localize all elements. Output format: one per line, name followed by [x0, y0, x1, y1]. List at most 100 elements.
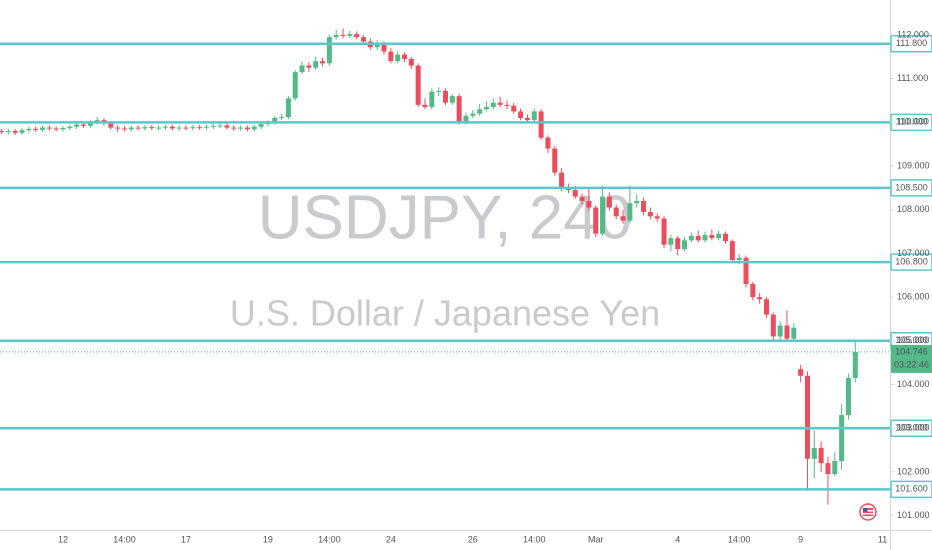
candle-body: [716, 233, 722, 239]
candle-body: [169, 126, 175, 129]
candle-body: [634, 200, 640, 204]
candle-body: [12, 131, 18, 133]
candle-body: [825, 463, 831, 475]
candle-body: [791, 327, 797, 339]
y-tick-label: 103.000: [897, 423, 930, 433]
y-tick-label: 102.000: [897, 466, 930, 476]
candle-body: [395, 54, 401, 62]
candle-body: [845, 377, 851, 416]
candle-body: [723, 233, 729, 242]
candle-body: [210, 125, 216, 127]
y-tick-label: 104.000: [897, 379, 930, 389]
candle-body: [26, 128, 32, 131]
overlays: 111.800 110.000 108.500 106.800 105.000 103.0…: [0, 34, 932, 499]
candle-body: [736, 257, 742, 260]
candle-body: [197, 127, 203, 129]
candle-body: [40, 127, 46, 130]
candle-body: [490, 102, 496, 108]
x-tick-label: 14:00: [523, 534, 546, 544]
candle-body: [804, 375, 810, 459]
candle-body: [80, 124, 86, 126]
candle-body: [53, 128, 59, 130]
candle-body: [600, 196, 606, 234]
candle-body: [524, 117, 530, 121]
candle-body: [511, 105, 517, 112]
level-label: 108.500: [895, 182, 928, 192]
candle-body: [702, 235, 708, 241]
last-price-label: 104.746: [895, 346, 928, 356]
candle-body: [852, 351, 858, 378]
flag-icon: [859, 503, 877, 521]
candle-body: [811, 447, 817, 459]
candle-body: [695, 235, 701, 241]
x-tick-label: 26: [468, 534, 478, 544]
candle-body: [60, 128, 66, 130]
x-tick-label: 4: [675, 534, 680, 544]
candle-body: [258, 124, 264, 127]
x-tick-label: 14:00: [318, 534, 341, 544]
watermark-description: U.S. Dollar / Japanese Yen: [230, 293, 660, 334]
candle-body: [743, 257, 749, 285]
candle-body: [381, 43, 387, 52]
level-label: 106.800: [895, 257, 928, 267]
candle-body: [668, 238, 674, 245]
x-tick-label: 14:00: [728, 534, 751, 544]
candle-body: [320, 61, 326, 64]
candle-body: [135, 127, 141, 129]
candles: [0, 28, 858, 505]
candle-body: [654, 216, 660, 219]
candle-body: [251, 126, 257, 130]
candle-body: [463, 115, 469, 123]
candle-body: [627, 203, 633, 221]
level-label: 111.800: [896, 38, 927, 48]
candle-body: [299, 65, 305, 73]
x-tick-label: 19: [263, 534, 273, 544]
countdown-label: 03:22:46: [894, 359, 929, 369]
candle-body: [374, 43, 380, 48]
candle-body: [593, 207, 599, 234]
candle-body: [354, 34, 360, 38]
candle-body: [244, 127, 250, 130]
y-tick-label: 109.000: [897, 160, 930, 170]
candle-body: [620, 216, 626, 221]
x-tick-label: 14:00: [113, 534, 136, 544]
candle-body: [818, 447, 824, 464]
candle-body: [408, 58, 414, 66]
candle-body: [108, 123, 114, 128]
candle-body: [750, 284, 756, 298]
candle-body: [149, 127, 155, 129]
candle-body: [504, 104, 510, 106]
candle-body: [33, 128, 39, 130]
candle-body: [176, 127, 182, 129]
candle-body: [757, 297, 763, 300]
candle-body: [586, 200, 592, 208]
x-tick-label: 12: [58, 534, 68, 544]
candle-body: [552, 148, 558, 173]
level-label-box: [890, 480, 932, 499]
candle-body: [190, 127, 196, 129]
candle-body: [183, 127, 189, 129]
candle-body: [839, 415, 845, 461]
candle-body: [156, 127, 162, 129]
candle-body: [682, 240, 688, 250]
candle-body: [497, 102, 503, 105]
candle-body: [456, 96, 462, 123]
candle-body: [238, 127, 244, 129]
candle-body: [306, 65, 312, 68]
candle-body: [162, 126, 168, 128]
watermark-symbol: USDJPY, 240: [258, 183, 633, 252]
candle-body: [279, 117, 285, 119]
candle-body: [777, 325, 783, 337]
x-tick-label: 11: [878, 534, 887, 544]
candle-body: [647, 211, 653, 217]
level-label: 101.600: [895, 484, 928, 494]
candle-body: [688, 235, 694, 241]
candle-body: [121, 128, 127, 130]
level-label-box: [890, 179, 932, 197]
x-tick-label: Mar: [588, 534, 604, 544]
level-label: 105.000: [895, 335, 928, 345]
y-tick-label: 112.000: [897, 29, 929, 39]
y-tick-label: 108.000: [897, 204, 930, 214]
